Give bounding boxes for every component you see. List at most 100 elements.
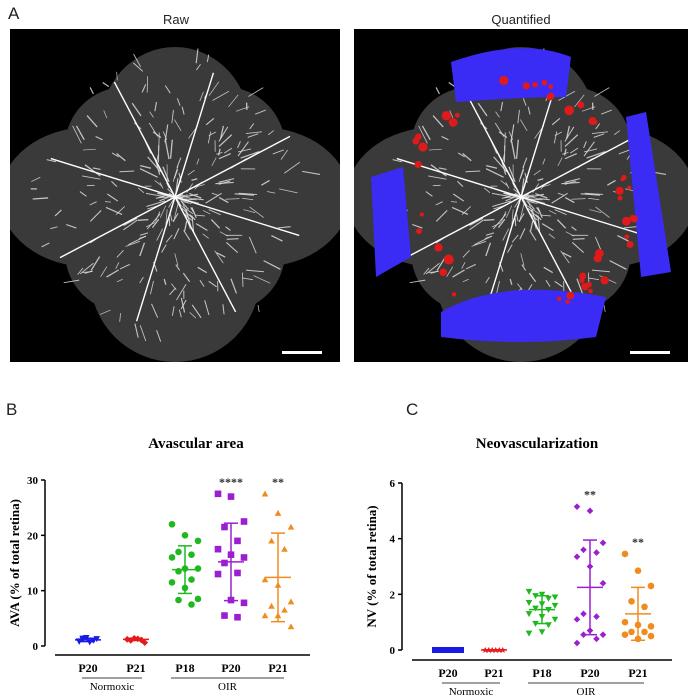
vessel [469,217,484,226]
vessel [103,110,108,119]
vessel [497,218,506,229]
vessel [137,218,149,221]
data-point [573,616,581,623]
vessel [243,209,256,214]
vessel [461,206,472,215]
vessel [242,277,254,281]
vessel [180,299,187,310]
vessel [533,169,541,176]
neovascular-tuft [412,137,420,145]
vessel [139,276,144,284]
vessel [218,126,229,142]
vessel [495,280,500,295]
vessel [234,193,255,196]
vessel [152,131,162,138]
data-point [525,611,533,618]
data-point [268,602,275,609]
vessel [563,148,567,156]
vessel [557,157,563,167]
data-point [573,553,581,561]
neovascular-tuft [548,84,554,89]
significance-label: ** [584,488,596,502]
group-label: OIR [577,686,597,697]
vessel [518,165,525,183]
data-point [647,632,655,640]
vessel [271,235,283,242]
series-1 [123,634,149,646]
y-tick-label: 0 [33,641,39,653]
vessel [187,169,195,176]
vessel [164,124,169,143]
chart-title: Neovascularization [476,436,599,452]
series-4: ** [261,475,295,630]
vessel [89,210,102,222]
vessel [569,147,579,154]
vessel [423,267,430,275]
vessel [457,180,464,188]
vessel [574,94,585,108]
neovascular-tuft [448,118,458,127]
vessel [111,180,118,188]
neovascular-tuft [588,288,593,294]
vessel [448,82,456,88]
vessel [511,209,514,225]
vessel [529,201,538,205]
vessel [593,133,605,138]
vessel [595,123,601,130]
retina-lobe [411,87,531,207]
vessel [105,206,123,215]
major-vessel [113,81,176,198]
vessel [428,175,447,180]
data-point [599,539,607,547]
data-point [194,537,202,545]
vessel [50,226,58,230]
vessel [556,219,567,229]
vessel [446,266,454,278]
data-point [194,565,202,572]
vessel [89,201,97,206]
y-tick-label: 0 [390,645,396,657]
vessel [189,214,196,221]
vessel [138,187,145,194]
vessel [191,207,197,218]
data-point [281,606,288,613]
vessel [510,139,516,160]
neovascular-tuft [414,160,422,169]
vessel [162,131,168,141]
vessel [180,200,189,210]
vessel [174,253,179,267]
vessel [505,205,513,218]
vessel [184,220,188,231]
vessel [576,278,584,294]
vessel [125,240,141,247]
neovascular-tuft [579,272,587,280]
vessel [115,206,126,215]
x-tick-label: P20 [78,661,97,675]
vessel [165,209,168,225]
vessel [190,207,195,213]
vessel [562,252,572,258]
vessel [571,242,585,254]
vessel [462,278,469,283]
neovascular-tuft [439,268,448,277]
vessel [580,193,601,196]
neovascular-tuft [532,81,538,88]
vessel [536,207,541,213]
vessel [180,297,186,313]
vessel [586,151,606,159]
data-point [628,597,635,605]
vessel [462,153,472,162]
vessel [222,304,225,315]
data-point [538,591,546,598]
vessel [551,117,561,126]
vessel [248,236,257,254]
vessel [525,193,545,199]
vessel [509,278,513,286]
x-tick-label: P18 [175,661,194,675]
vessel [564,126,575,142]
vessel [572,238,585,240]
vessel [583,141,587,149]
data-point [188,551,195,558]
vessel [272,149,284,155]
vessel [589,209,602,214]
